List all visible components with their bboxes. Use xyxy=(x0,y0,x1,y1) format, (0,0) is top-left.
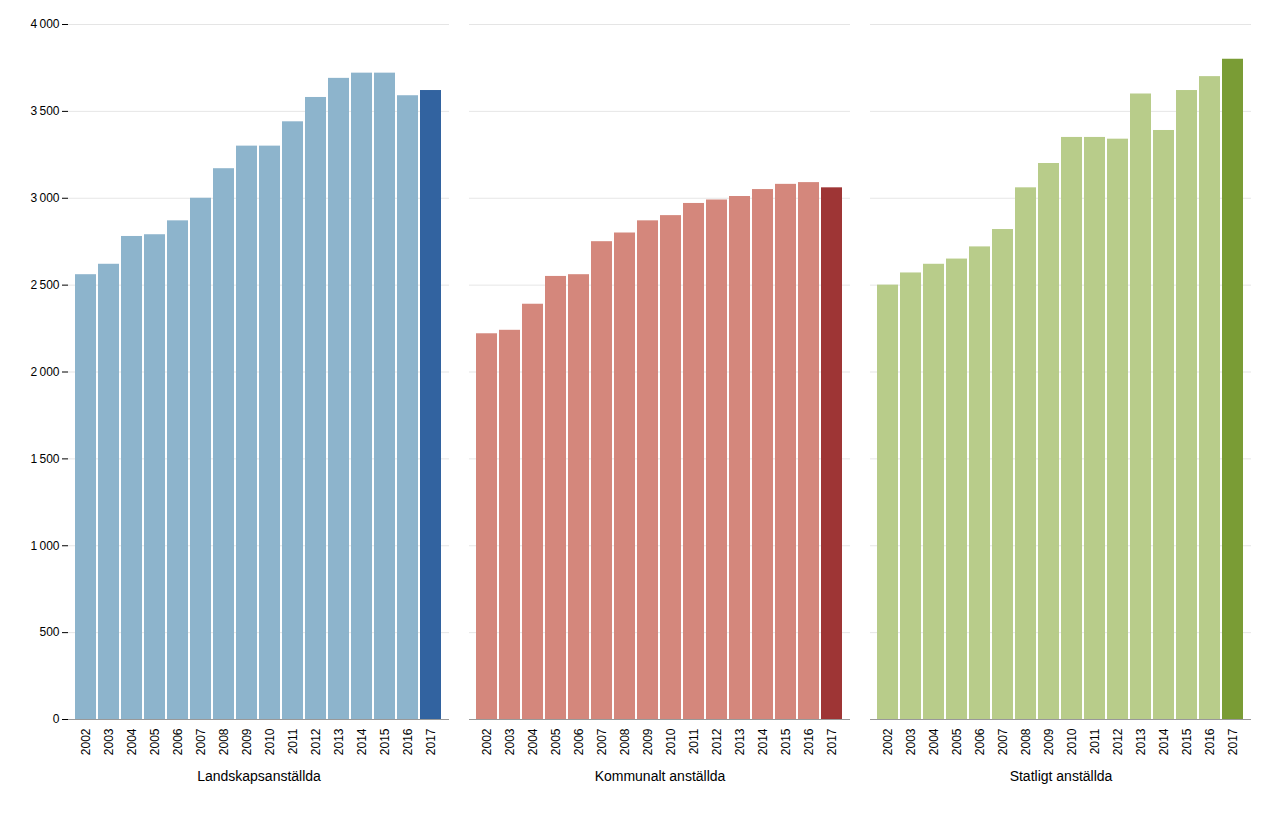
svg-text:2010: 2010 xyxy=(263,728,277,755)
svg-text:2014: 2014 xyxy=(756,728,770,755)
svg-text:2013: 2013 xyxy=(1134,728,1148,755)
svg-text:2012: 2012 xyxy=(309,728,323,755)
svg-text:2004: 2004 xyxy=(125,728,139,755)
svg-text:2010: 2010 xyxy=(664,728,678,755)
svg-text:500: 500 xyxy=(39,625,59,639)
svg-text:2011: 2011 xyxy=(687,728,701,754)
svg-text:2013: 2013 xyxy=(733,728,747,755)
svg-text:2015: 2015 xyxy=(779,728,793,755)
svg-text:2014: 2014 xyxy=(355,728,369,755)
svg-text:2005: 2005 xyxy=(950,728,964,755)
svg-text:2010: 2010 xyxy=(1065,728,1079,755)
svg-text:2 000: 2 000 xyxy=(30,365,59,379)
svg-text:2002: 2002 xyxy=(480,728,494,755)
svg-text:2011: 2011 xyxy=(286,728,300,754)
svg-text:2003: 2003 xyxy=(102,728,116,755)
svg-text:1 000: 1 000 xyxy=(30,539,59,553)
svg-text:1 500: 1 500 xyxy=(30,452,59,466)
svg-text:2016: 2016 xyxy=(802,728,816,755)
svg-text:2006: 2006 xyxy=(973,728,987,755)
svg-text:2017: 2017 xyxy=(1226,728,1240,755)
svg-text:2007: 2007 xyxy=(194,728,208,755)
svg-text:2006: 2006 xyxy=(572,728,586,755)
svg-text:2012: 2012 xyxy=(1111,728,1125,755)
svg-text:Kommunalt anställda: Kommunalt anställda xyxy=(595,768,726,784)
svg-text:2009: 2009 xyxy=(1042,728,1056,755)
svg-text:2016: 2016 xyxy=(401,728,415,755)
svg-text:2015: 2015 xyxy=(378,728,392,755)
svg-text:2014: 2014 xyxy=(1157,728,1171,755)
svg-text:3 000: 3 000 xyxy=(30,191,59,205)
svg-text:2005: 2005 xyxy=(549,728,563,755)
svg-text:2002: 2002 xyxy=(881,728,895,755)
svg-text:2017: 2017 xyxy=(424,728,438,755)
svg-text:2002: 2002 xyxy=(79,728,93,755)
svg-text:Statligt anställda: Statligt anställda xyxy=(1010,768,1113,784)
svg-text:0: 0 xyxy=(53,712,60,726)
svg-text:3 500: 3 500 xyxy=(30,104,59,118)
svg-text:2007: 2007 xyxy=(595,728,609,755)
svg-text:2004: 2004 xyxy=(927,728,941,755)
svg-text:2004: 2004 xyxy=(526,728,540,755)
svg-text:2015: 2015 xyxy=(1180,728,1194,755)
svg-text:2012: 2012 xyxy=(710,728,724,755)
svg-text:2007: 2007 xyxy=(996,728,1010,755)
svg-text:2003: 2003 xyxy=(503,728,517,755)
svg-text:2006: 2006 xyxy=(171,728,185,755)
svg-text:2017: 2017 xyxy=(825,728,839,755)
svg-text:2008: 2008 xyxy=(618,728,632,755)
svg-text:2 500: 2 500 xyxy=(30,278,59,292)
svg-text:2008: 2008 xyxy=(217,728,231,755)
svg-text:2008: 2008 xyxy=(1019,728,1033,755)
svg-text:2009: 2009 xyxy=(240,728,254,755)
svg-text:2011: 2011 xyxy=(1088,728,1102,754)
svg-text:Landskapsanställda: Landskapsanställda xyxy=(197,768,321,784)
svg-text:2003: 2003 xyxy=(904,728,918,755)
svg-text:2016: 2016 xyxy=(1203,728,1217,755)
svg-text:4 000: 4 000 xyxy=(30,17,59,31)
svg-text:2013: 2013 xyxy=(332,728,346,755)
svg-text:2009: 2009 xyxy=(641,728,655,755)
svg-text:2005: 2005 xyxy=(148,728,162,755)
